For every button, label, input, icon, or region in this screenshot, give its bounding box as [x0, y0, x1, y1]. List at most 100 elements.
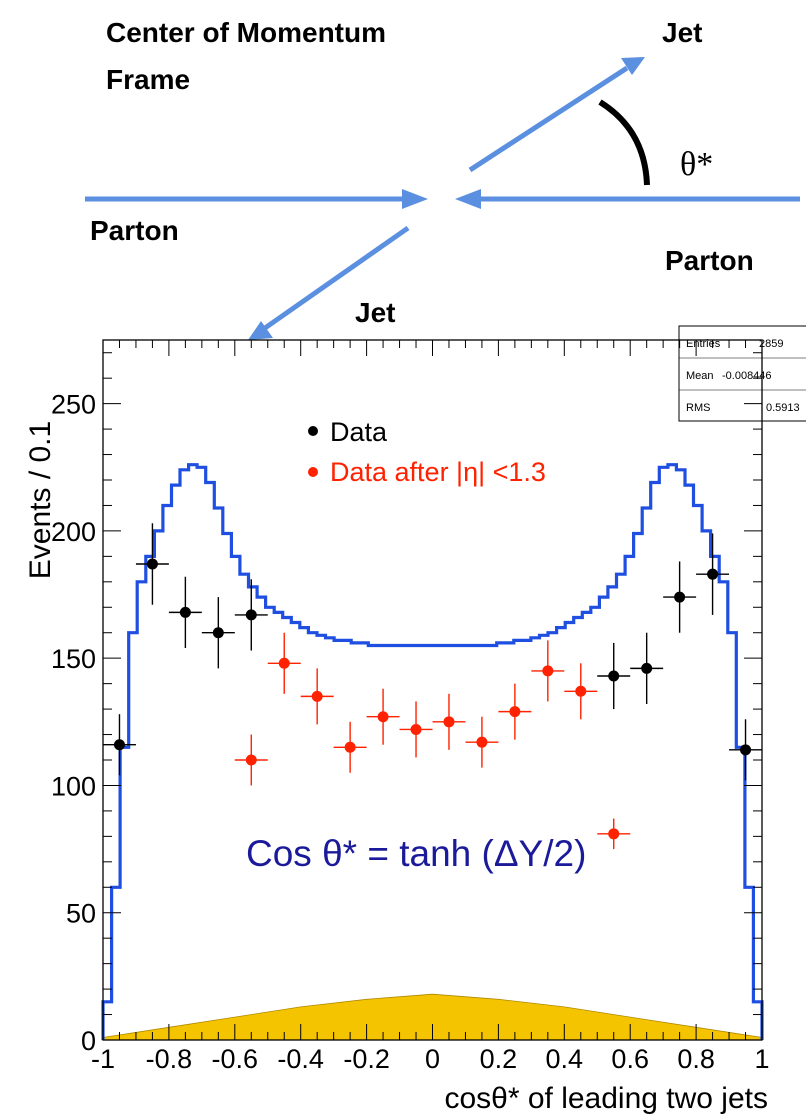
marker [245, 754, 257, 766]
data-point-after-cut [432, 693, 466, 750]
x-tick-label: 0.8 [677, 1044, 715, 1074]
marker [179, 606, 191, 618]
legend-marker-data [308, 426, 318, 436]
marker [542, 665, 554, 677]
stats-entries-label: Entries [686, 338, 721, 350]
x-tick-label: -0.4 [277, 1044, 324, 1074]
data-point [663, 561, 697, 633]
histogram-layer [101, 463, 764, 1040]
x-tick-label: 0 [425, 1044, 440, 1074]
parton-left-arrowhead-icon [402, 189, 428, 209]
marker [641, 662, 653, 674]
plot-frame-layer [102, 339, 763, 1041]
data-point [201, 597, 235, 669]
marker [212, 627, 224, 639]
data-point-after-cut [597, 818, 631, 850]
formula-annotation: Cos θ* = tanh (ΔY/2) [246, 833, 586, 874]
data-points-layer [103, 523, 762, 850]
data-point-after-cut [564, 663, 598, 720]
jet-bottom-arrowhead-icon [248, 321, 273, 340]
y-axis-label: Events / 0.1 [24, 421, 57, 579]
legend-label-data: Data [330, 417, 388, 447]
x-tick-label: 0.2 [480, 1044, 518, 1074]
stats-box: Entries 2859 Mean -0.008446 RMS 0.5913 [678, 325, 806, 422]
marker [146, 558, 158, 570]
stats-mean-label: Mean [686, 370, 714, 382]
jet-top-arrowhead-icon [621, 57, 645, 75]
x-tick-label: 1 [754, 1044, 769, 1074]
marker [608, 828, 620, 840]
x-tick-label: -1 [91, 1044, 115, 1074]
parton-right-arrowhead-icon [455, 189, 481, 209]
data-point [729, 719, 762, 781]
theta-angle-arc [598, 99, 650, 186]
histogram-plot: -1 -0.8 -0.6 -0.4 -0.2 0 0.2 0.4 0.6 0.8 1 0 50 100 15… [24, 339, 770, 1115]
data-point-after-cut [333, 721, 367, 773]
legend-marker-data-after-cut [308, 467, 318, 477]
marker [278, 657, 290, 669]
marker [608, 670, 620, 682]
data-point-after-cut [267, 632, 301, 694]
stats-rms-value: 0.5913 [766, 402, 800, 414]
data-point-after-cut [300, 668, 334, 725]
x-tick-label: 0.6 [611, 1044, 649, 1074]
y-tick-label: 0 [81, 1026, 96, 1056]
marker [674, 591, 686, 603]
filled-curve-area [102, 993, 763, 1041]
jet-top-label: Jet [662, 17, 702, 48]
marker [113, 739, 125, 751]
legend-label-data-after-cut: Data after |η| <1.3 [330, 457, 546, 487]
x-tick-label: 0.4 [546, 1044, 584, 1074]
theta-star-label: θ* [680, 146, 713, 183]
marker [707, 568, 719, 580]
jet-bottom-label: Jet [355, 297, 395, 328]
marker [311, 690, 323, 702]
stats-box-frame [678, 325, 806, 422]
plot-frame [102, 339, 763, 1041]
marker [575, 685, 587, 697]
x-axis-label: cosθ* of leading two jets [444, 1082, 768, 1115]
y-tick-label: 100 [51, 771, 96, 801]
data-point-after-cut [399, 701, 433, 758]
data-point-after-cut [234, 734, 268, 786]
marker [509, 706, 521, 718]
data-point-after-cut [498, 683, 532, 740]
data-point [234, 579, 268, 651]
diagram-title-line1: Center of Momentum [106, 17, 386, 48]
data-point [696, 533, 730, 615]
marker [245, 609, 257, 621]
com-diagram: Center of Momentum Frame Jet Jet Parton … [85, 17, 800, 340]
data-point [630, 632, 664, 704]
data-point [135, 523, 169, 605]
data-point [597, 642, 631, 710]
parton-right-label: Parton [665, 245, 754, 276]
histogram-line [101, 463, 764, 1040]
data-point-after-cut [531, 640, 565, 702]
marker [410, 723, 422, 735]
x-tick-label: -0.8 [146, 1044, 193, 1074]
y-tick-label: 50 [66, 899, 96, 929]
stats-entries-value: 2859 [759, 338, 783, 350]
marker [377, 711, 389, 723]
parton-left-label: Parton [90, 215, 179, 246]
y-tick-label: 150 [51, 644, 96, 674]
marker [476, 736, 488, 748]
data-point [103, 714, 136, 776]
marker [344, 741, 356, 753]
stats-rms-label: RMS [686, 402, 710, 414]
filled-curve-layer [102, 993, 763, 1041]
diagram-title-line2: Frame [106, 64, 190, 95]
y-tick-label: 250 [51, 390, 96, 420]
marker [740, 744, 752, 756]
stats-mean-value: -0.008446 [722, 370, 772, 382]
tick-labels-layer: -1 -0.8 -0.6 -0.4 -0.2 0 0.2 0.4 0.6 0.8 1 0 50 100 15… [51, 390, 770, 1074]
y-tick-label: 200 [51, 517, 96, 547]
x-tick-label: -0.6 [212, 1044, 259, 1074]
data-point-after-cut [465, 716, 499, 768]
data-point [168, 576, 202, 648]
x-tick-label: -0.2 [343, 1044, 390, 1074]
data-point-after-cut [366, 688, 400, 745]
jet-bottom-arrow-line [263, 225, 410, 331]
jet-top-arrow-line [468, 65, 629, 173]
